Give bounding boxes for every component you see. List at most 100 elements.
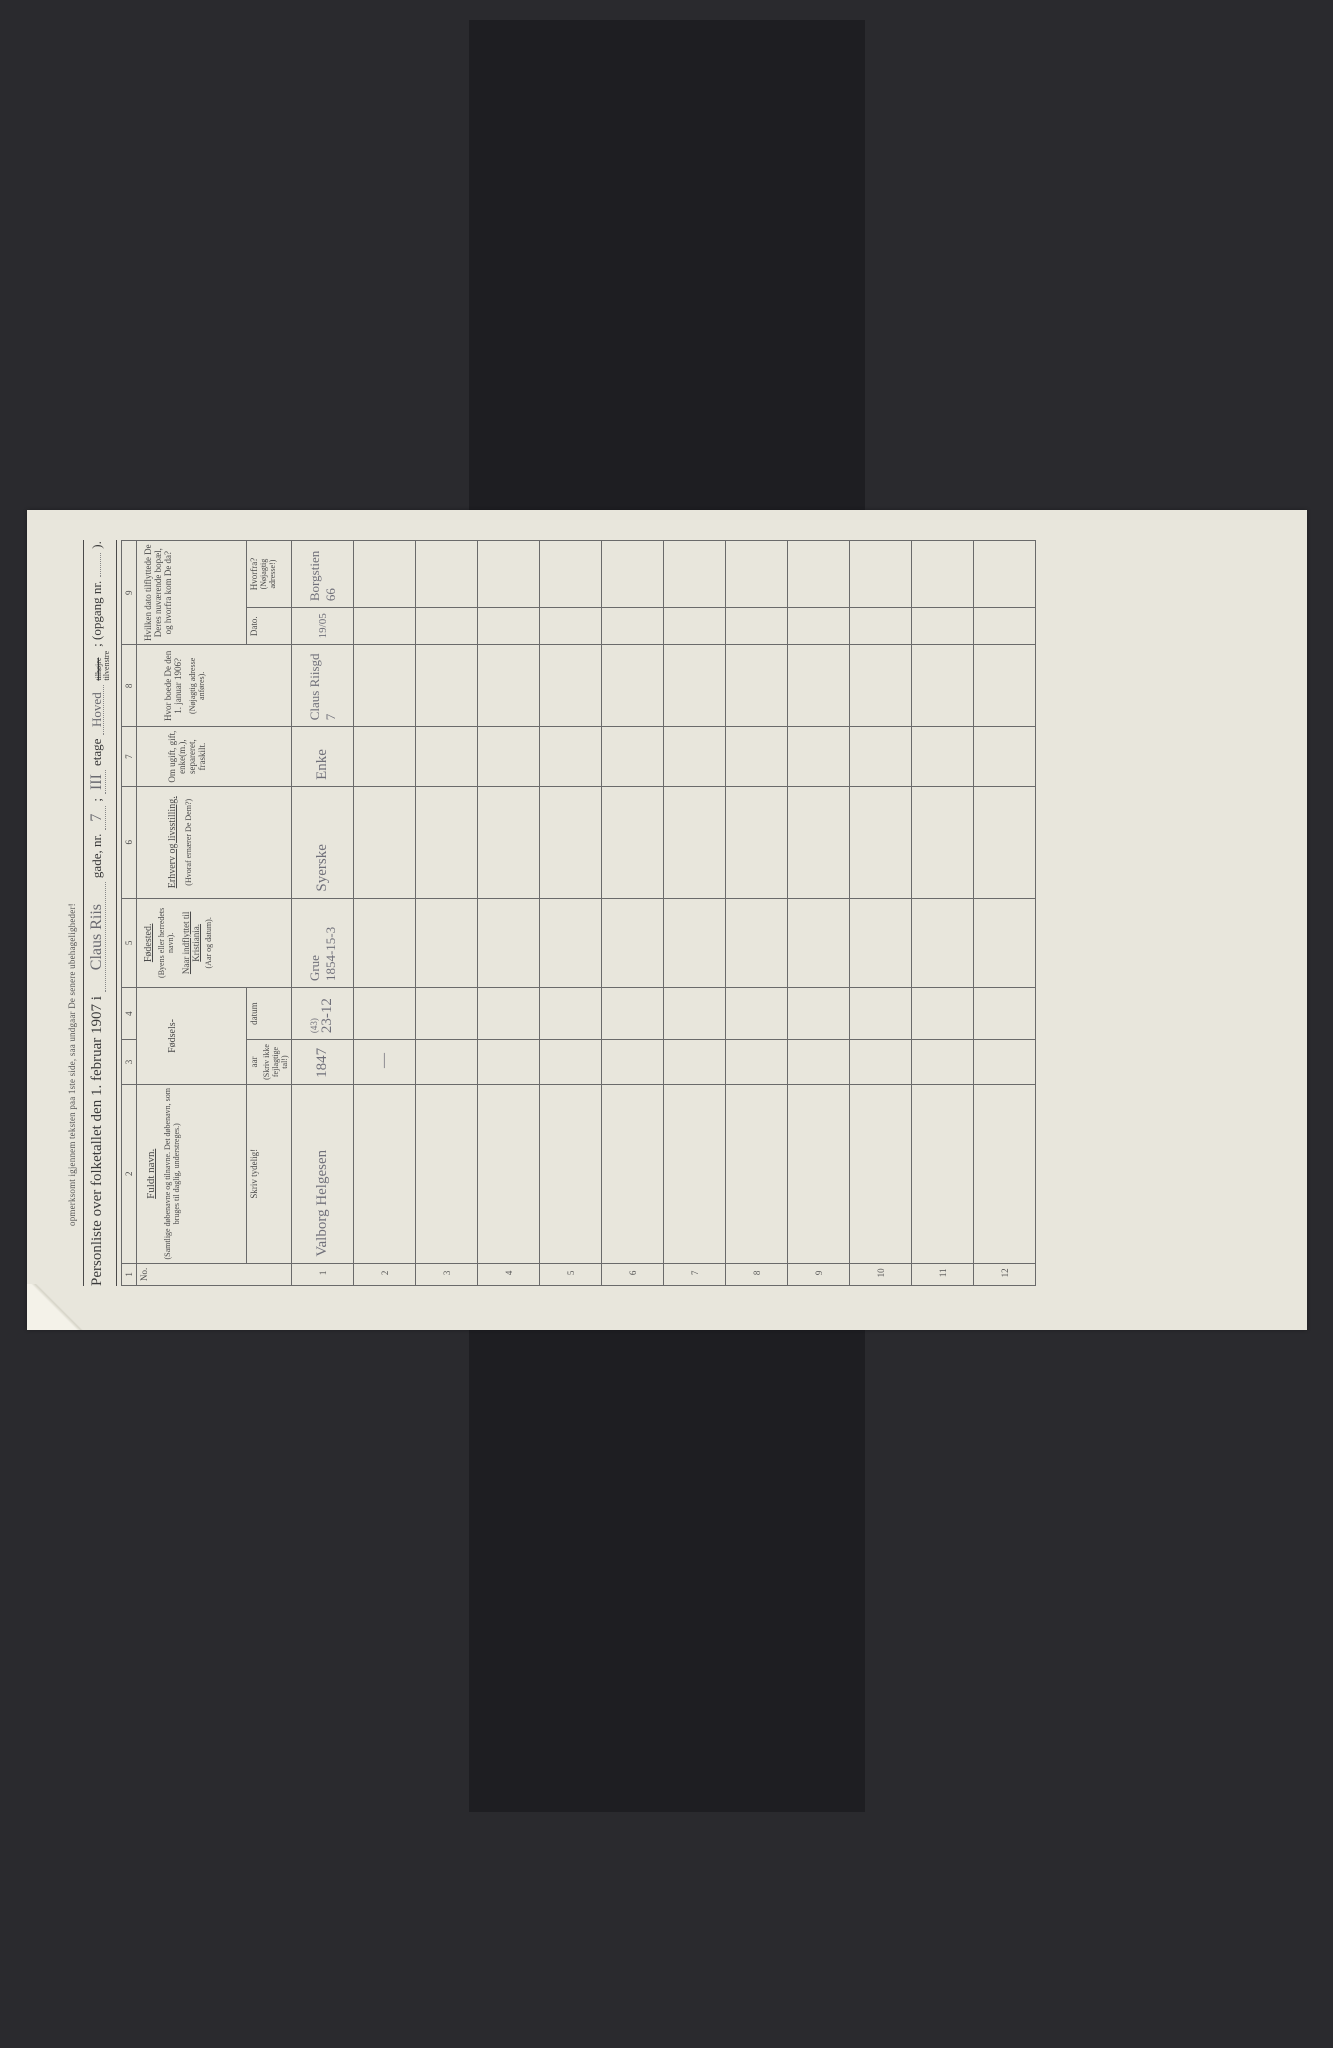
h8b: (Nøjagtig adresse anføres). bbox=[188, 648, 206, 723]
table-row: 10 bbox=[849, 541, 911, 1286]
h-dato9: Dato. bbox=[246, 608, 291, 645]
h-hvorfra: Hvorfra? (Nøjagtig adresse!) bbox=[246, 541, 291, 608]
h-fodsels: Fødsels- bbox=[136, 988, 246, 1085]
h5d: (Aar og datum). bbox=[204, 902, 213, 984]
h-name: Fuldt navn. (Samtlige døbenavne og tilna… bbox=[136, 1084, 246, 1263]
table-row: 7 bbox=[663, 541, 725, 1286]
cell-hvorfra bbox=[353, 541, 415, 608]
coln-2: 2 bbox=[121, 1084, 136, 1263]
h-name-title: Fuldt navn. bbox=[145, 1088, 157, 1260]
cell-no: 7 bbox=[663, 1263, 725, 1285]
cell-fodested bbox=[353, 898, 415, 987]
h-aar: aar (Skriv ikke fejlagtige tal!) bbox=[246, 1040, 291, 1085]
opgang-label: ; (opgang nr. bbox=[89, 581, 105, 647]
h-fodested: Fødested. (Byens eller herredets navn). … bbox=[136, 898, 291, 987]
table-row: 2 — bbox=[353, 541, 415, 1286]
opgang-field bbox=[100, 553, 101, 577]
table-body: 1 Valborg Helgesen 1847 (43) 23-12 Grue … bbox=[291, 541, 1035, 1286]
h7: Om ugift, gift, enke(m.), separeret, fra… bbox=[167, 730, 207, 783]
table-row: 9 bbox=[787, 541, 849, 1286]
h-col9: Hvilken dato tilflyttede De Deres nuvære… bbox=[136, 541, 246, 645]
cell-erhverv: Syerske bbox=[291, 786, 353, 898]
cell-no: 11 bbox=[911, 1263, 973, 1285]
table-row: 3 bbox=[415, 541, 477, 1286]
table-row: 1 Valborg Helgesen 1847 (43) 23-12 Grue … bbox=[291, 541, 353, 1286]
title-prefix: Personliste over folketallet den 1. febr… bbox=[89, 996, 106, 1286]
cell-no: 1 bbox=[291, 1263, 353, 1285]
coln-6: 6 bbox=[121, 786, 136, 898]
cell-status: Enke bbox=[291, 727, 353, 787]
h5b: (Byens eller herredets navn). bbox=[157, 902, 175, 984]
h3s: aar bbox=[249, 1043, 259, 1081]
title-end: ). bbox=[89, 541, 105, 549]
cell-no: 9 bbox=[787, 1263, 849, 1285]
title-line: Personliste over folketallet den 1. febr… bbox=[83, 540, 117, 1286]
cell-aar: 1847 bbox=[291, 1040, 353, 1085]
cell-dato9 bbox=[353, 608, 415, 645]
cell-hvorfra: Borgstien 66 bbox=[291, 541, 353, 608]
cell-datum bbox=[353, 988, 415, 1040]
cell-no: 2 bbox=[353, 1263, 415, 1285]
cell-fodested: Grue 1854-15-3 bbox=[291, 898, 353, 987]
cell-no: 5 bbox=[539, 1263, 601, 1285]
cell-name: Valborg Helgesen bbox=[291, 1084, 353, 1263]
cell-status bbox=[353, 727, 415, 787]
coln-5: 5 bbox=[121, 898, 136, 987]
cell-no: 4 bbox=[477, 1263, 539, 1285]
nr-field: 7 bbox=[89, 806, 106, 830]
h9s2: Hvorfra? bbox=[249, 544, 259, 604]
coln-8: 8 bbox=[121, 645, 136, 727]
table-row: 6 bbox=[601, 541, 663, 1286]
h9s3: (Nøjagtig adresse!) bbox=[259, 544, 277, 604]
cell-no: 3 bbox=[415, 1263, 477, 1285]
top-instruction: opmerksomt igjennem teksten paa 1ste sid… bbox=[67, 540, 77, 1226]
etage-label: etage bbox=[89, 739, 105, 766]
header-main-row: No. Fuldt navn. (Samtlige døbenavne og t… bbox=[136, 541, 246, 1286]
h9a: Hvilken dato tilflyttede De Deres nuvære… bbox=[143, 544, 173, 641]
cell-dato9: 19/05 bbox=[291, 608, 353, 645]
datum-note: (43) bbox=[309, 991, 319, 1033]
cell-datum: (43) 23-12 bbox=[291, 988, 353, 1040]
h-no: No. bbox=[136, 1263, 291, 1285]
h-name-note: (Samtlige døbenavne og tilnavne. Det døb… bbox=[163, 1088, 181, 1260]
semi1: ; bbox=[89, 798, 105, 802]
cell-no: 8 bbox=[725, 1263, 787, 1285]
cell-addr1906: Claus Riisgd 7 bbox=[291, 645, 353, 727]
h-addr1906: Hvor boede De den 1. januar 1906? (Nøjag… bbox=[136, 645, 291, 727]
hojre-venstre: tilhøjre tilvenstre bbox=[95, 651, 111, 681]
table-row: 8 bbox=[725, 541, 787, 1286]
h5c: Naar indflyttet til Kristiania. bbox=[181, 902, 201, 984]
table-row: 4 bbox=[477, 541, 539, 1286]
table-row: 11 bbox=[911, 541, 973, 1286]
scan-frame: opmerksomt igjennem teksten paa 1ste sid… bbox=[469, 20, 865, 1812]
tilvenstre-label: tilvenstre bbox=[103, 651, 111, 681]
cell-name bbox=[353, 1084, 415, 1263]
gade-label: gade, nr. bbox=[89, 834, 105, 878]
street-field: Claus Riis bbox=[89, 882, 106, 992]
cell-no: 10 bbox=[849, 1263, 911, 1285]
h-erhverv: Erhverv og livsstilling. (Hvoraf ernærer… bbox=[136, 786, 291, 898]
datum-val: 23-12 bbox=[319, 998, 335, 1033]
coln-1: 1 bbox=[121, 1263, 136, 1285]
table-row: 12 bbox=[973, 541, 1035, 1286]
h5a: Fødested. bbox=[143, 902, 154, 984]
col-num-row: 1 2 3 4 5 6 7 8 9 bbox=[121, 541, 136, 1286]
cell-no: 6 bbox=[601, 1263, 663, 1285]
coln-9: 9 bbox=[121, 541, 136, 645]
coln-4: 4 bbox=[121, 988, 136, 1040]
cell-erhverv bbox=[353, 786, 415, 898]
hoved-field: Hoved bbox=[90, 685, 104, 735]
coln-7: 7 bbox=[121, 727, 136, 787]
cell-aar: — bbox=[353, 1040, 415, 1085]
table-row: 5 bbox=[539, 541, 601, 1286]
cell-no: 12 bbox=[973, 1263, 1035, 1285]
h6a: Erhverv og livsstilling. bbox=[167, 790, 178, 895]
h-name-sub: Skriv tydelig! bbox=[246, 1084, 291, 1263]
h6b: (Hvoraf ernærer De Dem?) bbox=[184, 790, 193, 895]
census-table: 1 2 3 4 5 6 7 8 9 No. Fuldt navn. (Samtl… bbox=[121, 540, 1036, 1286]
h-fodsels-title: Fødsels- bbox=[167, 991, 178, 1081]
h8a: Hvor boede De den 1. januar 1906? bbox=[163, 648, 183, 723]
cell-addr1906 bbox=[353, 645, 415, 727]
coln-3: 3 bbox=[121, 1040, 136, 1085]
h34note-a: (Skriv ikke fejlagtige tal!) bbox=[262, 1043, 289, 1081]
